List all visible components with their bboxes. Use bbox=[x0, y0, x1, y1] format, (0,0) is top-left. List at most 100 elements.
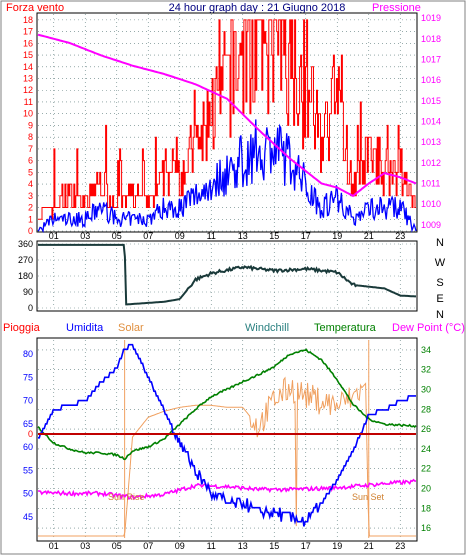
header-left-label: Forza vento bbox=[6, 2, 64, 14]
tick-label: 22 bbox=[421, 464, 431, 474]
tick-label: 2 bbox=[28, 203, 33, 213]
tick-label: 50 bbox=[23, 489, 33, 499]
tick-label: 28 bbox=[421, 404, 431, 414]
time-tick-label: 19 bbox=[332, 231, 342, 241]
time-tick-label: 09 bbox=[175, 231, 185, 241]
sun-set-label: Sun Set bbox=[352, 492, 385, 502]
tick-label: 14 bbox=[23, 62, 33, 72]
series-forza-vento bbox=[38, 19, 416, 220]
tick-label: 18 bbox=[23, 15, 33, 25]
tick-label: 26 bbox=[421, 424, 431, 434]
time-tick-label: 09 bbox=[175, 541, 185, 551]
tick-label: 45 bbox=[23, 512, 33, 522]
tick-label: 30 bbox=[421, 385, 431, 395]
dir-panel-frame bbox=[36, 240, 418, 312]
tick-label: 34 bbox=[421, 345, 431, 355]
tick-label: 60 bbox=[23, 442, 33, 452]
tick-label: 1011 bbox=[421, 178, 440, 188]
series-temperatura bbox=[37, 348, 417, 461]
time-tick-label: 07 bbox=[143, 541, 153, 551]
tick-label: 1013 bbox=[421, 137, 441, 147]
time-tick-label: 23 bbox=[395, 231, 405, 241]
legend-umidita: Umidita bbox=[66, 322, 104, 334]
tick-label: 24 bbox=[421, 444, 431, 454]
tick-label: 1 bbox=[28, 214, 33, 224]
time-tick-label: 03 bbox=[80, 541, 90, 551]
tick-label: 1014 bbox=[421, 116, 441, 126]
tick-label: 80 bbox=[23, 349, 33, 359]
series-forza-vento-avg bbox=[37, 119, 417, 234]
series-dew-point bbox=[38, 478, 417, 501]
tick-label: 12 bbox=[23, 85, 33, 95]
tick-label: 1010 bbox=[421, 199, 441, 209]
tick-label: 70 bbox=[23, 396, 33, 406]
rain-zero-label: 0 bbox=[28, 429, 33, 439]
legend-solar: Solar bbox=[118, 322, 144, 334]
time-tick-label: 21 bbox=[364, 231, 374, 241]
tick-label: 5 bbox=[28, 167, 33, 177]
tick-label: 8 bbox=[28, 132, 33, 142]
series-pressione bbox=[37, 33, 417, 198]
top-right-axis: 1009 1010 1011 1012 1013 1014 1015 1016 1017 1018… bbox=[421, 13, 441, 230]
time-tick-label: 11 bbox=[207, 541, 216, 551]
dir-left-axis: 0 90 180 270 360 bbox=[18, 239, 33, 313]
tick-label: 90 bbox=[23, 287, 33, 297]
time-tick-label: 15 bbox=[269, 231, 279, 241]
legend-temperatura: Temperatura bbox=[314, 322, 377, 334]
tick-label: 18 bbox=[421, 503, 431, 513]
time-tick-label: 05 bbox=[112, 231, 122, 241]
compass-label: N bbox=[436, 237, 444, 249]
tick-label: 270 bbox=[18, 255, 33, 265]
legend-pioggia: Pioggia bbox=[3, 322, 41, 334]
time-tick-label: 05 bbox=[112, 541, 122, 551]
sun-rise-label: Sun Rise bbox=[108, 492, 145, 502]
compass-label: N bbox=[436, 309, 444, 321]
time-tick-label: 01 bbox=[49, 231, 59, 241]
compass-label: S bbox=[436, 277, 443, 289]
time-tick-label: 07 bbox=[143, 231, 153, 241]
tick-label: 1009 bbox=[421, 220, 441, 230]
series-solar bbox=[38, 376, 416, 537]
tick-label: 20 bbox=[421, 484, 431, 494]
tick-label: 32 bbox=[421, 365, 431, 375]
series-direzione bbox=[38, 243, 416, 306]
tick-label: 16 bbox=[23, 38, 33, 48]
tick-label: 11 bbox=[24, 97, 33, 107]
time-tick-label: 23 bbox=[395, 541, 405, 551]
tick-label: 9 bbox=[28, 120, 33, 130]
time-tick-label: 19 bbox=[332, 541, 342, 551]
top-time-axis: 01 03 05 07 09 11 13 15 17 19 21 23 bbox=[49, 231, 406, 241]
legend-windchill: Windchill bbox=[245, 322, 289, 334]
tick-label: 13 bbox=[23, 74, 33, 84]
time-tick-label: 17 bbox=[301, 541, 311, 551]
compass-label: E bbox=[436, 293, 443, 305]
tick-label: 65 bbox=[23, 419, 33, 429]
tick-label: 10 bbox=[23, 109, 33, 119]
time-tick-label: 01 bbox=[49, 541, 59, 551]
tick-label: 1017 bbox=[421, 54, 441, 64]
bottom-right-axis: 16 18 20 22 24 26 28 30 32 34 bbox=[421, 345, 431, 533]
time-tick-label: 11 bbox=[207, 231, 216, 241]
tick-label: 17 bbox=[23, 27, 33, 37]
tick-label: 55 bbox=[23, 465, 33, 475]
tick-label: 1018 bbox=[421, 34, 441, 44]
legend-dewpoint: Dew Point (°C) bbox=[392, 322, 465, 334]
bottom-panel-frame bbox=[36, 337, 418, 542]
tick-label: 6 bbox=[28, 156, 33, 166]
tick-label: 75 bbox=[23, 372, 33, 382]
tick-label: 360 bbox=[18, 239, 33, 249]
tick-label: 16 bbox=[421, 523, 431, 533]
time-tick-label: 13 bbox=[238, 231, 248, 241]
bottom-time-axis: 01 03 05 07 09 11 13 15 17 19 21 23 bbox=[49, 541, 406, 551]
time-tick-label: 21 bbox=[364, 541, 374, 551]
tick-label: 0 bbox=[28, 226, 33, 236]
time-tick-label: 13 bbox=[238, 541, 248, 551]
header-right-label: Pressione bbox=[372, 2, 421, 14]
compass-label: W bbox=[435, 257, 446, 269]
tick-label: 4 bbox=[28, 179, 33, 189]
header-title: 24 hour graph day : 21 Giugno 2018 bbox=[169, 2, 346, 14]
